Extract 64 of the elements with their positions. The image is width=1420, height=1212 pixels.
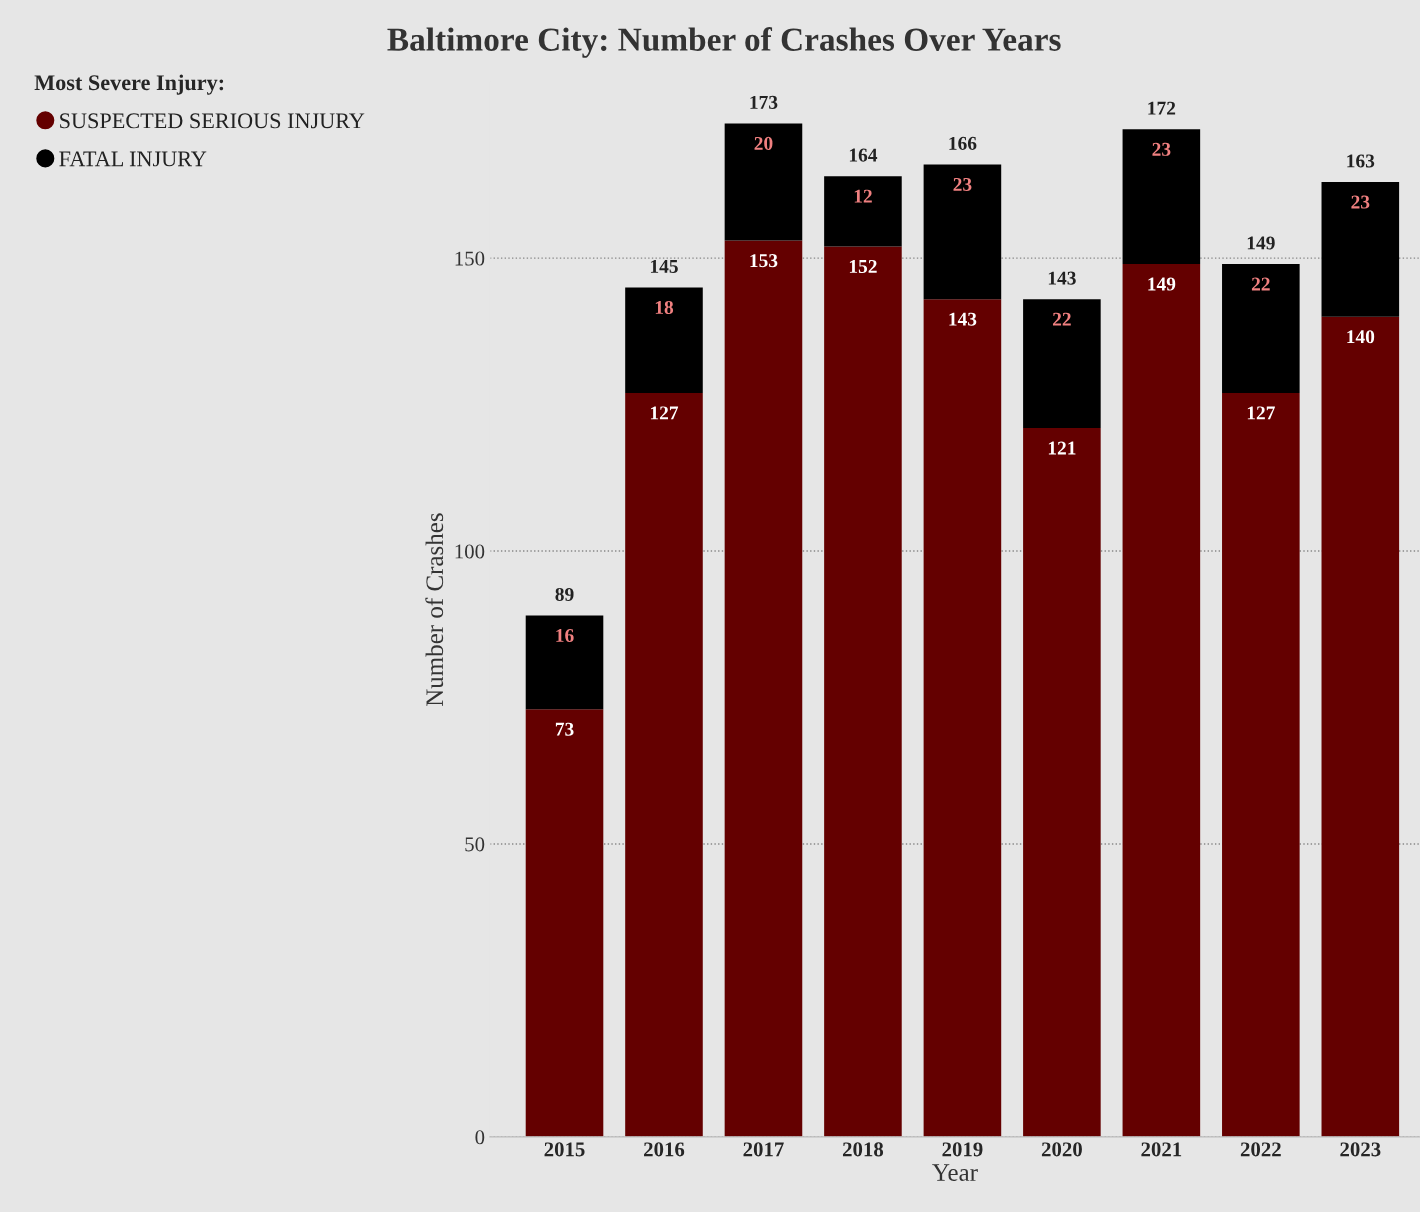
bar bbox=[625, 392, 703, 1137]
bar bbox=[1122, 129, 1201, 265]
bar bbox=[824, 176, 902, 247]
bar bbox=[625, 287, 703, 393]
total-label: 145 bbox=[650, 259, 678, 273]
x-tick-label: 2022 bbox=[1240, 1142, 1281, 1157]
bar bbox=[724, 240, 803, 1137]
x-tick-label: 2015 bbox=[544, 1142, 585, 1157]
data-label: 127 bbox=[650, 406, 679, 420]
x-tick-label: 2016 bbox=[644, 1142, 685, 1157]
x-tick-label: 2019 bbox=[942, 1142, 983, 1157]
data-label: 23 bbox=[953, 177, 972, 191]
data-label: 149 bbox=[1148, 277, 1176, 291]
total-label: 143 bbox=[1048, 271, 1076, 285]
x-tick-label: 2018 bbox=[842, 1142, 884, 1157]
y-axis-title: Number of Crashes bbox=[425, 513, 444, 707]
data-label: 18 bbox=[655, 300, 674, 315]
y-tick-label: 150 bbox=[455, 251, 485, 266]
bar bbox=[1321, 316, 1400, 1137]
data-label: 22 bbox=[1052, 312, 1071, 326]
data-label: 12 bbox=[854, 189, 872, 203]
total-label: 164 bbox=[849, 148, 878, 162]
bar bbox=[1023, 428, 1101, 1137]
data-label: 152 bbox=[849, 259, 877, 274]
bar bbox=[923, 164, 1002, 300]
data-label: 22 bbox=[1251, 277, 1270, 291]
data-label: 23 bbox=[1351, 195, 1370, 209]
data-label: 73 bbox=[555, 722, 574, 736]
bar bbox=[1222, 392, 1300, 1137]
x-axis-title: Year bbox=[932, 1164, 978, 1181]
y-tick-label: 50 bbox=[465, 837, 485, 852]
legend-title: Most Severe Injury: bbox=[34, 74, 224, 95]
total-label: 172 bbox=[1148, 101, 1176, 115]
bar bbox=[1023, 299, 1101, 429]
total-label: 166 bbox=[949, 136, 977, 150]
bar bbox=[1122, 264, 1201, 1137]
data-label: 140 bbox=[1347, 330, 1375, 344]
y-tick-label: 0 bbox=[475, 1130, 485, 1145]
data-label: 16 bbox=[556, 629, 574, 643]
legend-label: FATAL INJURY bbox=[59, 151, 207, 167]
x-tick-label: 2017 bbox=[743, 1142, 784, 1157]
bar bbox=[1222, 264, 1300, 393]
bar bbox=[724, 123, 803, 241]
total-label: 89 bbox=[555, 587, 574, 601]
bar bbox=[525, 615, 604, 710]
bar bbox=[923, 299, 1002, 1137]
bar bbox=[525, 709, 604, 1137]
data-label: 127 bbox=[1247, 406, 1275, 420]
data-label: 143 bbox=[949, 312, 977, 326]
data-label: 20 bbox=[754, 136, 773, 150]
data-label: 121 bbox=[1048, 441, 1076, 455]
data-label: 153 bbox=[750, 254, 778, 268]
x-tick-label: 2021 bbox=[1141, 1142, 1182, 1157]
data-label: 23 bbox=[1152, 142, 1171, 156]
total-label: 163 bbox=[1347, 154, 1375, 168]
bar bbox=[1321, 182, 1400, 317]
x-tick-label: 2020 bbox=[1041, 1142, 1082, 1157]
bar bbox=[824, 246, 902, 1137]
total-label: 149 bbox=[1247, 236, 1275, 250]
x-tick-label: 2023 bbox=[1340, 1142, 1381, 1157]
legend-label: SUSPECTED SERIOUS INJURY bbox=[60, 113, 365, 129]
chart-title: Baltimore City: Number of Crashes Over Years bbox=[387, 27, 1061, 58]
y-tick-label: 100 bbox=[455, 544, 485, 559]
total-label: 173 bbox=[750, 95, 778, 109]
